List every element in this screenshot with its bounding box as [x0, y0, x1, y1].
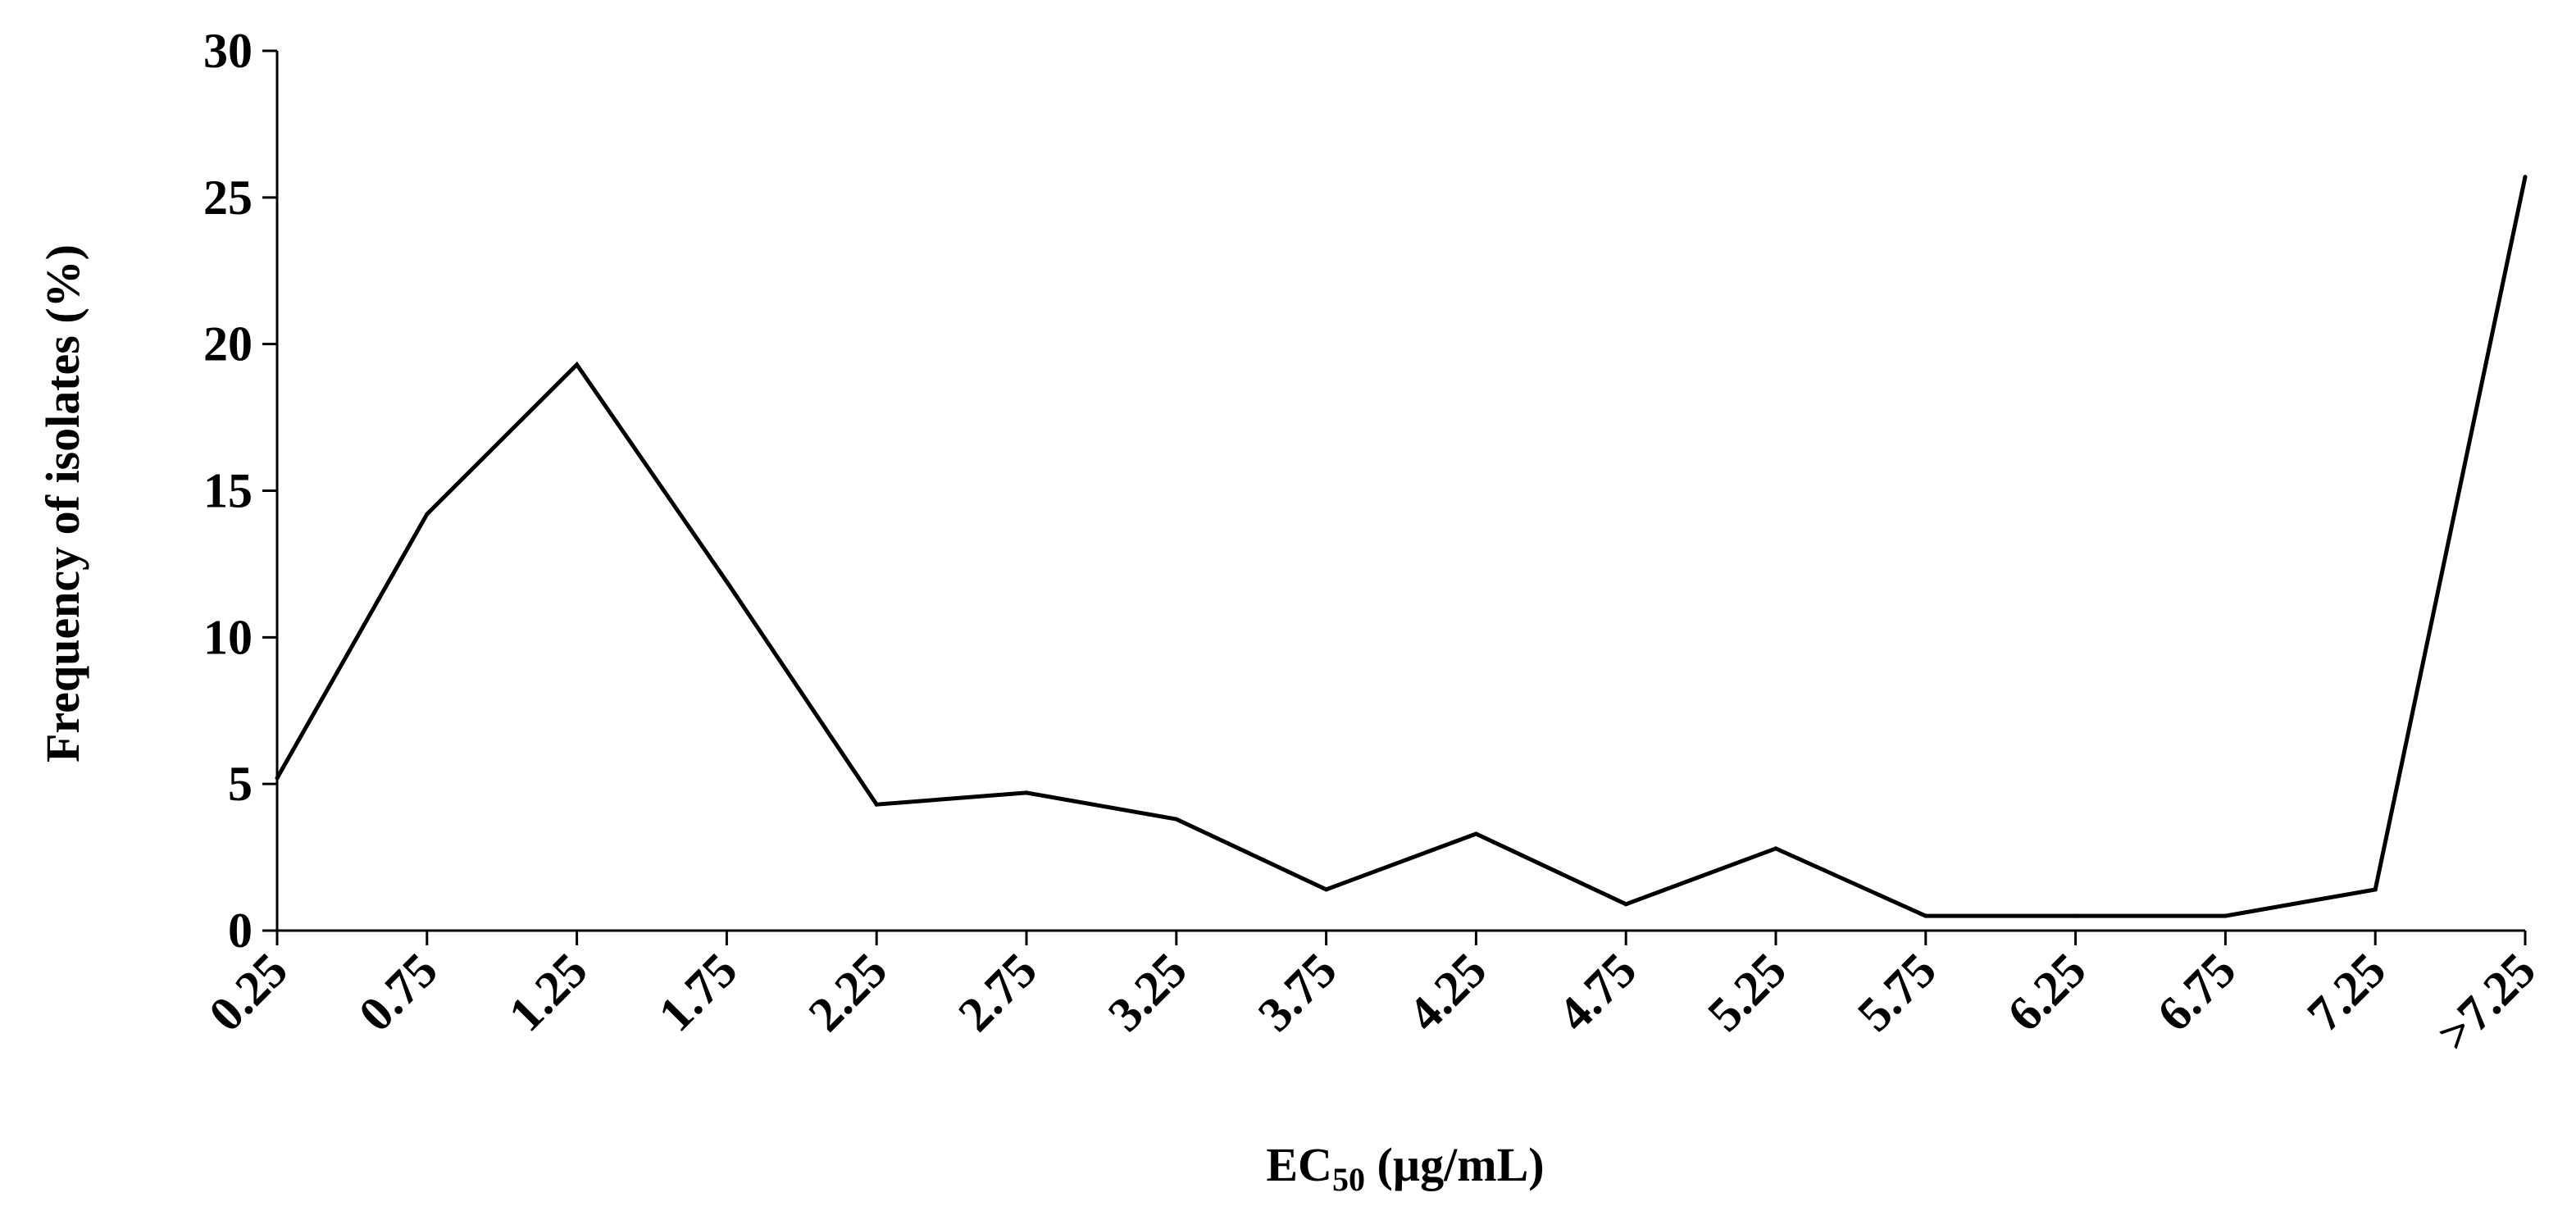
x-tick-label: 2.75 [948, 943, 1047, 1042]
x-tick-label: 5.75 [1847, 943, 1946, 1042]
y-axis-title: Frequency of isolates (%) [36, 244, 89, 762]
data-point [2073, 913, 2078, 918]
y-tick-label: 10 [203, 610, 253, 664]
data-point [1024, 790, 1029, 795]
y-tick-label: 20 [203, 317, 253, 371]
y-tick-label: 30 [203, 24, 253, 78]
data-point [275, 776, 280, 781]
y-tick-label: 15 [203, 464, 253, 518]
x-tick-label: 2.25 [798, 943, 897, 1042]
data-point [1324, 887, 1329, 892]
y-axis-ticks: 0 5 10 15 20 25 30 [203, 24, 277, 958]
x-tick-label: >7.25 [2427, 943, 2546, 1062]
x-tick-label: 0.25 [198, 943, 298, 1042]
x-axis-title-unit: (µg/mL) [1365, 1138, 1545, 1191]
series-layer [275, 175, 2528, 918]
data-point [2523, 175, 2528, 180]
data-point [2223, 913, 2228, 918]
x-tick-label: 5.25 [1697, 943, 1796, 1042]
x-tick-label: 3.75 [1248, 943, 1347, 1042]
x-tick-label: 6.75 [2147, 943, 2246, 1042]
data-point [1174, 817, 1179, 822]
x-axis-title: EC50 (µg/mL) [1266, 1138, 1544, 1198]
data-point [1473, 831, 1478, 836]
x-tick-label: 4.25 [1398, 943, 1497, 1042]
data-point [1923, 913, 1928, 918]
data-point [1623, 902, 1628, 907]
data-point [575, 362, 580, 367]
x-tick-label: 1.75 [649, 943, 748, 1042]
x-tick-label: 4.75 [1547, 943, 1646, 1042]
x-tick-label: 1.25 [498, 943, 598, 1042]
y-tick-label: 0 [228, 904, 253, 958]
x-tick-label: 0.75 [348, 943, 448, 1042]
y-tick-label: 25 [203, 171, 253, 225]
data-point [724, 579, 729, 584]
x-axis-title-main: EC [1266, 1138, 1332, 1191]
x-axis-title-subscript: 50 [1332, 1161, 1365, 1198]
data-point [1773, 846, 1778, 851]
x-tick-label: 3.25 [1098, 943, 1197, 1042]
y-tick-label: 5 [228, 757, 253, 811]
x-tick-label: 7.25 [2296, 943, 2396, 1042]
data-point [874, 802, 879, 807]
data-point [2373, 887, 2378, 892]
x-axis-ticks: 0.25 0.75 1.25 1.75 2.25 2.75 3.25 3.75 4.25 4.75… [198, 931, 2546, 1062]
series-line-0 [275, 176, 2528, 918]
data-point [425, 512, 430, 517]
x-tick-label: 6.25 [1997, 943, 2096, 1042]
